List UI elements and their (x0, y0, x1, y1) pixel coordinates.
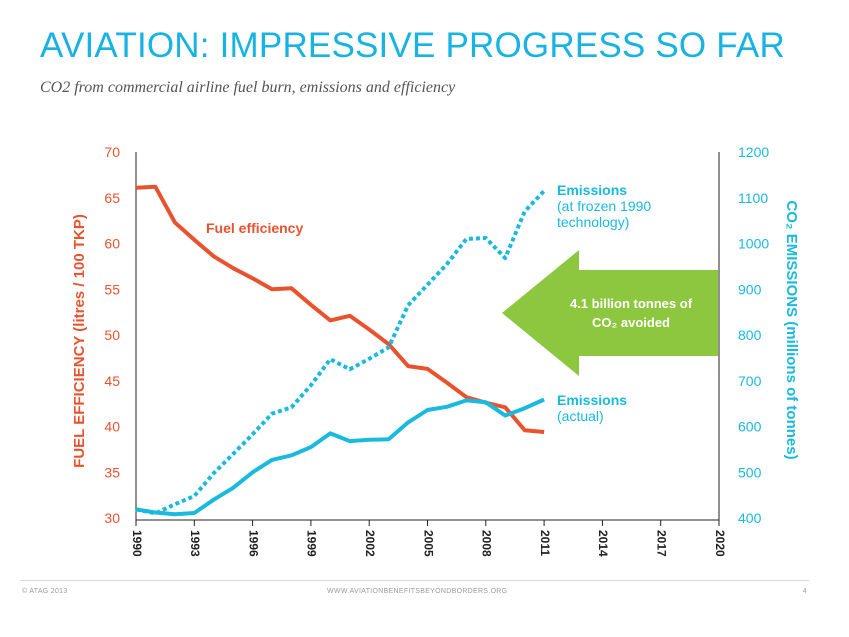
actual-emissions-label: Emissions (557, 392, 627, 408)
right-y-tick-label: 1100 (738, 190, 768, 206)
left-y-tick-label: 70 (104, 144, 120, 160)
footer-page-number: 4 (802, 588, 807, 595)
right-y-tick-label: 700 (738, 373, 762, 389)
left-y-tick-label: 45 (104, 373, 120, 389)
x-tick-label: 1993 (188, 530, 202, 557)
frozen-emissions-label: (at frozen 1990 (557, 198, 651, 214)
arrow-label: CO₂ avoided (592, 315, 670, 330)
right-y-tick-label: 1000 (738, 236, 769, 252)
left-y-tick-label: 40 (104, 419, 120, 435)
x-tick-label: 2020 (713, 530, 727, 557)
left-y-axis-title: FUEL EFFICIENCY (litres / 100 TKP) (71, 214, 88, 468)
left-y-tick-label: 55 (104, 281, 120, 297)
frozen-emissions-label: Emissions (557, 182, 627, 198)
left-y-tick-label: 35 (104, 464, 120, 480)
right-y-tick-label: 1200 (738, 144, 769, 160)
frozen-emissions-label: technology) (557, 214, 629, 230)
left-y-tick-label: 30 (104, 510, 120, 526)
footer-copyright: © ATAG 2013 (22, 588, 68, 595)
right-y-tick-label: 600 (738, 419, 762, 435)
x-tick-label: 1999 (305, 530, 319, 557)
x-tick-label: 2008 (480, 530, 494, 557)
x-tick-label: 2005 (421, 530, 435, 557)
right-y-axis-title: CO₂ EMISSIONS (millions of tonnes) (783, 200, 800, 459)
x-tick-label: 2014 (596, 530, 610, 557)
page-title: AVIATION: IMPRESSIVE PROGRESS SO FAR (40, 26, 785, 65)
page-subtitle: CO2 from commercial airline fuel burn, e… (40, 79, 456, 96)
footer-divider (20, 580, 809, 581)
x-tick-label: 1990 (130, 530, 144, 557)
left-y-tick-label: 65 (104, 190, 120, 206)
footer-url[interactable]: WWW.AVIATIONBENEFITSBEYONDBORDERS.ORG (327, 588, 508, 595)
right-y-tick-label: 800 (738, 327, 762, 343)
right-y-tick-label: 900 (738, 281, 762, 297)
avoided-emissions-arrow (502, 250, 718, 376)
right-y-tick-label: 500 (738, 464, 762, 480)
x-tick-label: 2011 (538, 530, 552, 556)
actual-emissions-line (135, 397, 545, 517)
efficiency-line (135, 184, 545, 434)
actual-emissions-label: (actual) (557, 408, 604, 424)
left-y-tick-label: 60 (104, 236, 120, 252)
frozen-emissions-line (135, 189, 546, 516)
left-y-tick-label: 50 (104, 327, 120, 343)
arrow-label: 4.1 billion tonnes of (570, 296, 693, 311)
fuel-efficiency-label: Fuel efficiency (206, 220, 303, 236)
x-tick-label: 2017 (655, 530, 669, 557)
x-tick-label: 2002 (363, 530, 377, 557)
right-y-tick-label: 400 (738, 510, 762, 526)
x-tick-label: 1996 (246, 530, 260, 557)
